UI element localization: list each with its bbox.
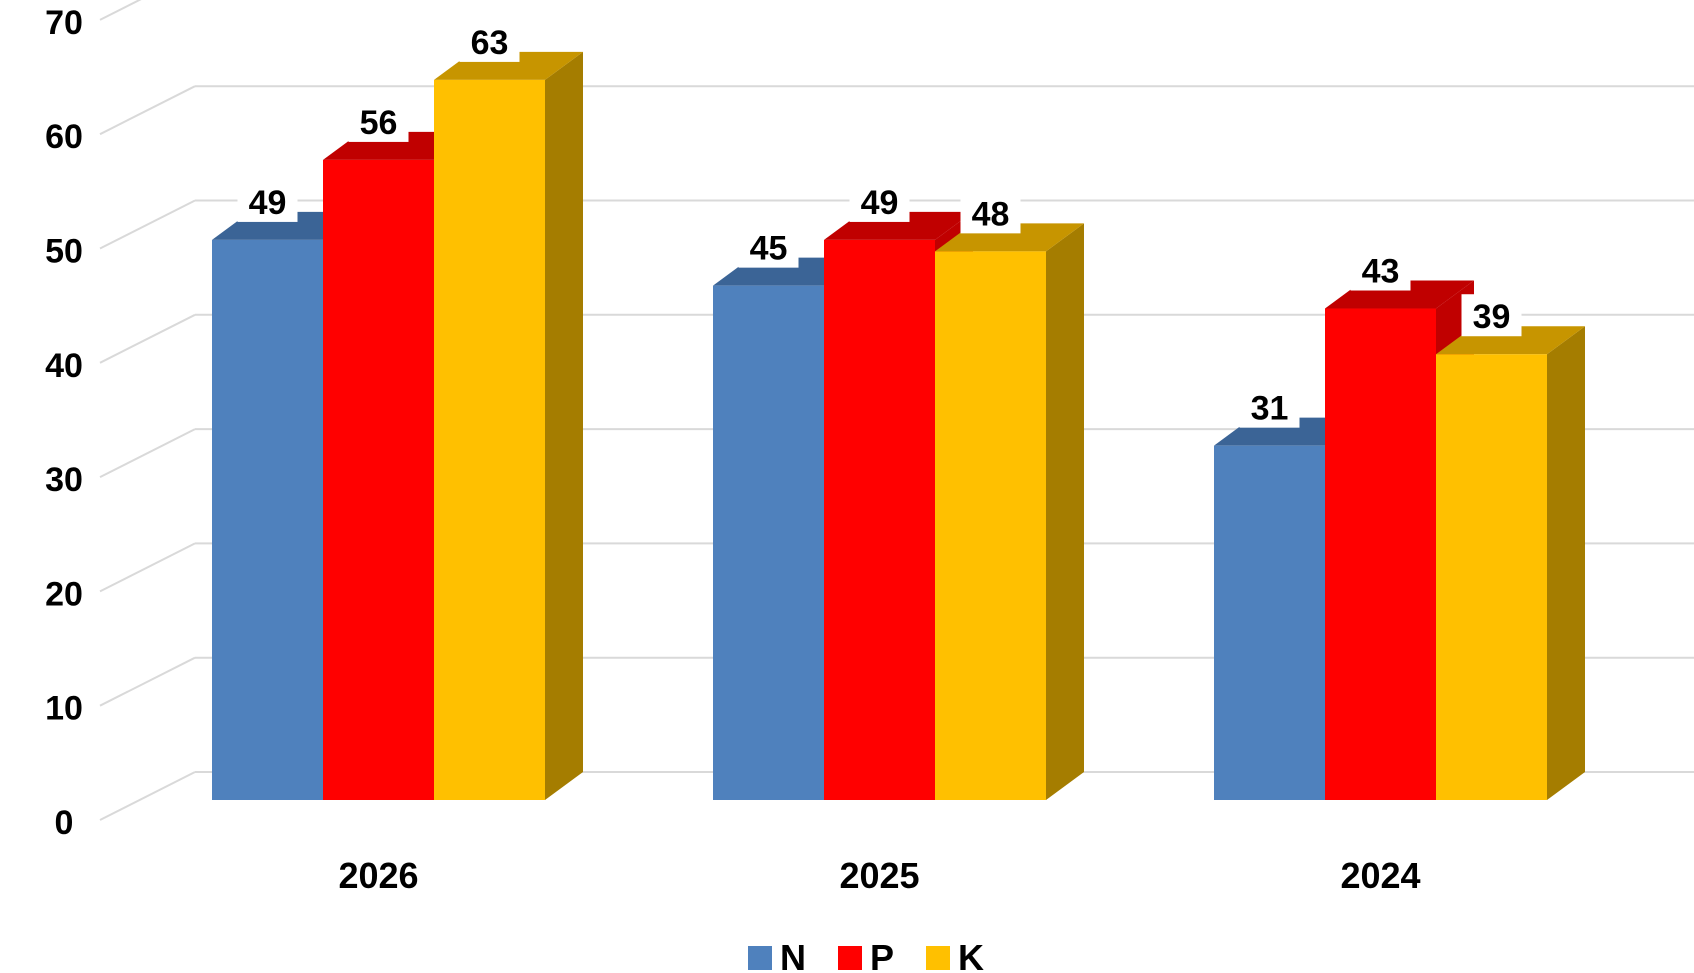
y-tick-label: 40 — [45, 347, 83, 385]
side-wall-gridline — [99, 542, 196, 593]
y-tick-label: 70 — [45, 4, 83, 42]
side-wall-gridline — [99, 428, 196, 478]
data-label: 49 — [237, 179, 298, 222]
data-label-box — [1239, 385, 1300, 428]
y-tick-label: 0 — [55, 804, 74, 842]
bar-front — [1436, 354, 1547, 800]
data-label-text: 49 — [249, 184, 287, 222]
data-label-box — [1461, 294, 1522, 337]
data-label-text: 48 — [972, 195, 1010, 233]
data-label: 31 — [1239, 385, 1300, 428]
x-tick-label: 2026 — [338, 855, 418, 896]
x-tick-label: 2024 — [1340, 855, 1420, 896]
data-label: 48 — [960, 191, 1021, 234]
data-label: 56 — [348, 99, 409, 142]
bar-front — [323, 159, 434, 801]
bar-front — [1325, 308, 1436, 800]
data-label-text: 63 — [471, 24, 509, 62]
legend-swatch — [838, 946, 862, 970]
bar — [434, 51, 583, 801]
bar-front — [935, 251, 1046, 801]
data-label-text: 56 — [360, 104, 398, 142]
side-wall-gridline — [99, 656, 196, 707]
legend-swatch — [748, 946, 772, 970]
data-label-box — [348, 99, 409, 142]
data-label-box — [738, 225, 799, 268]
data-label-box — [459, 19, 520, 62]
data-label-text: 43 — [1362, 253, 1400, 291]
data-label-box — [849, 179, 910, 222]
side-wall-gridline — [99, 771, 196, 821]
data-label: 43 — [1350, 248, 1411, 291]
side-wall-gridline — [99, 313, 196, 364]
legend-item: K — [926, 937, 984, 973]
bar-front — [1214, 445, 1325, 800]
legend-item: N — [748, 937, 806, 973]
x-tick-label: 2025 — [839, 855, 919, 896]
bar-side — [545, 51, 583, 801]
y-tick-label: 20 — [45, 575, 83, 613]
side-wall-gridline — [99, 199, 196, 250]
legend-label: K — [958, 937, 984, 973]
bar-front — [212, 239, 323, 800]
bar-side — [1547, 326, 1585, 800]
bar-front — [713, 285, 824, 800]
legend-label: N — [780, 937, 806, 973]
legend-label: P — [870, 937, 894, 973]
y-tick-label: 50 — [45, 233, 83, 271]
bar-side — [1046, 223, 1084, 801]
data-label-text: 31 — [1251, 390, 1289, 428]
legend-swatch — [926, 946, 950, 970]
bar-front — [434, 79, 545, 800]
y-tick-label: 30 — [45, 461, 83, 499]
legend-item: P — [838, 937, 894, 973]
data-label-box — [1350, 248, 1411, 291]
x-axis: 2026 2025 2024 — [338, 855, 1420, 896]
bar-front — [824, 239, 935, 800]
bar — [1436, 326, 1585, 800]
data-label: 49 — [849, 179, 910, 222]
data-label-box — [960, 191, 1021, 234]
data-label-text: 39 — [1473, 298, 1511, 336]
data-label-box — [237, 179, 298, 222]
data-labels: 49 45 31 56 49 43 63 48 39 — [237, 19, 1522, 428]
y-tick-label: 10 — [45, 690, 83, 728]
bars — [212, 51, 1585, 801]
y-axis: 0 10 20 30 40 50 60 70 — [45, 4, 83, 842]
data-label-text: 45 — [750, 230, 788, 268]
side-wall-gridline — [99, 0, 142, 21]
y-tick-label: 60 — [45, 118, 83, 156]
data-label: 45 — [738, 225, 799, 268]
bar — [935, 223, 1084, 801]
side-wall-gridline — [99, 85, 196, 136]
data-label: 63 — [459, 19, 520, 62]
data-label: 39 — [1461, 294, 1522, 337]
data-label-text: 49 — [861, 184, 899, 222]
